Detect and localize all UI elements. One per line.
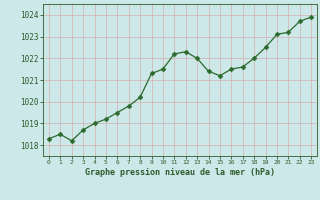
X-axis label: Graphe pression niveau de la mer (hPa): Graphe pression niveau de la mer (hPa): [85, 168, 275, 177]
